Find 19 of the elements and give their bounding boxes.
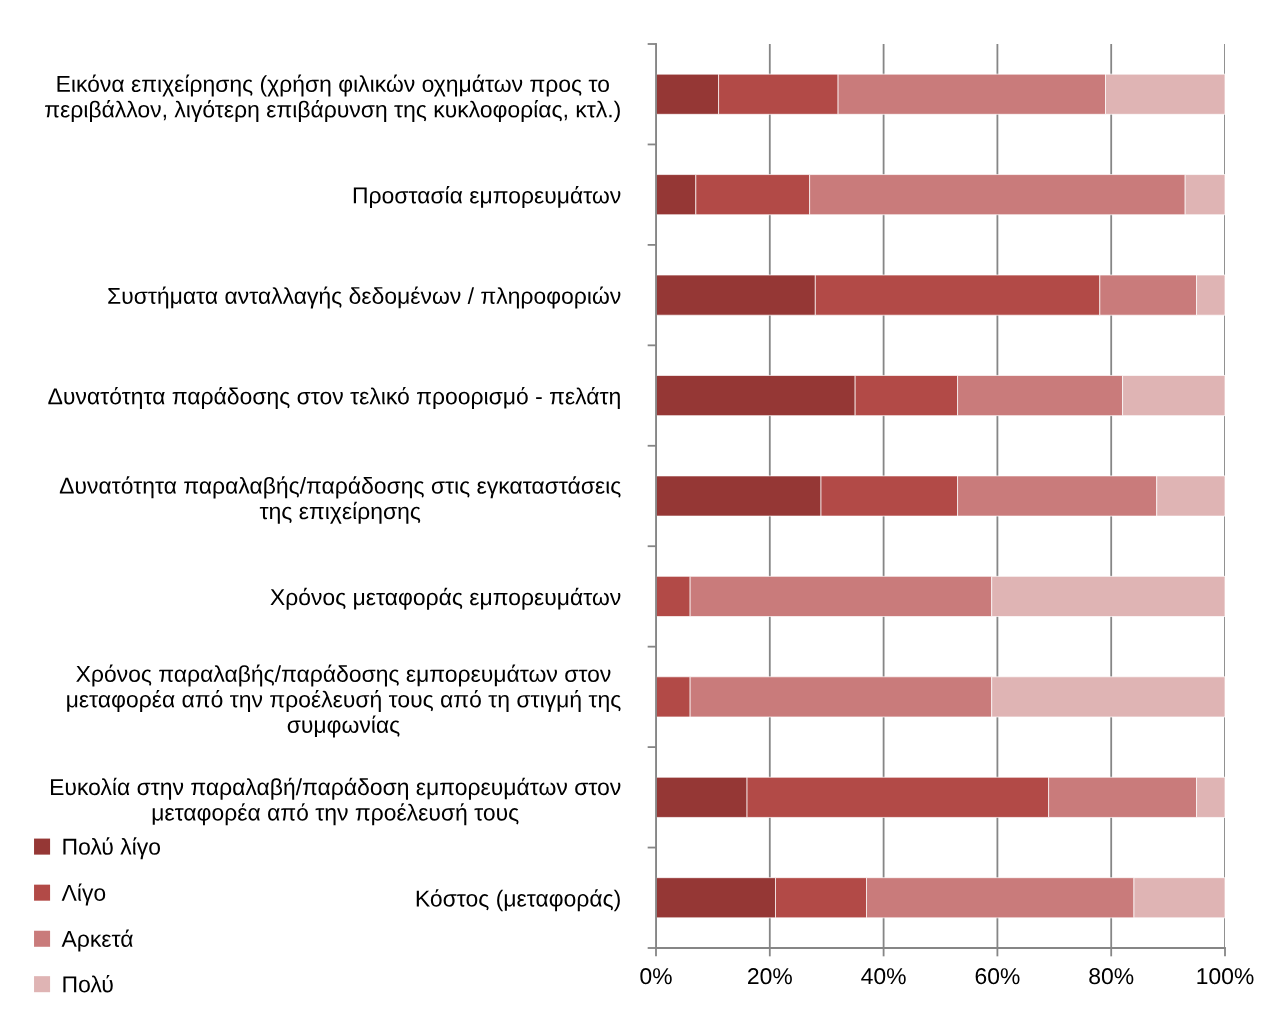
x-tick-label: 0% <box>640 968 672 985</box>
y-tick-label: Χρόνος παραλαβής/παράδοσης εμπορευμάτων στον μεταφορέα από την προέλευσή τους από τη στιγμή της συμφωνίας <box>67 664 621 738</box>
y-tick-label: Δυνατότητα παράδοσης στον τελικό προορισμό - πελάτη <box>48 386 620 409</box>
y-tick-label: Κόστος (μεταφοράς) <box>416 889 620 912</box>
x-tick-label: 40% <box>861 968 906 985</box>
legend-label: Αρκετά <box>61 929 133 952</box>
x-tick-label: 80% <box>1089 968 1134 985</box>
legend-label: Πολύ λίγο <box>63 837 161 860</box>
y-tick-label: Δυνατότητα παραλαβής/παράδοσης στις εγκαταστάσεις της επιχείρησης <box>59 476 621 524</box>
y-tick-label: Εικόνα επιχείρησης (χρήση φιλικών οχημάτων προς το περιβάλλον, λιγότερη επιβάρυνση της κυκλοφορίας, κτλ.) <box>45 74 620 123</box>
x-tick-label: 100% <box>1197 968 1254 985</box>
legend-label: Πολύ <box>63 974 113 993</box>
y-tick-label: Προστασία εμπορευμάτων <box>353 186 621 209</box>
x-tick-label: 60% <box>975 968 1020 985</box>
y-tick-label: Συστήματα ανταλλαγής δεδομένων / πληροφοριών <box>108 286 621 309</box>
y-tick-label: Ευκολία στην παραλαβή/παράδοση εμπορευμάτων στον μεταφορέα από την προέλευσή τους <box>51 777 621 826</box>
x-tick-label: 20% <box>748 968 792 985</box>
y-tick-label: Χρόνος μεταφοράς εμπορευμάτων <box>270 587 621 610</box>
legend-label: Λίγο <box>61 883 106 906</box>
